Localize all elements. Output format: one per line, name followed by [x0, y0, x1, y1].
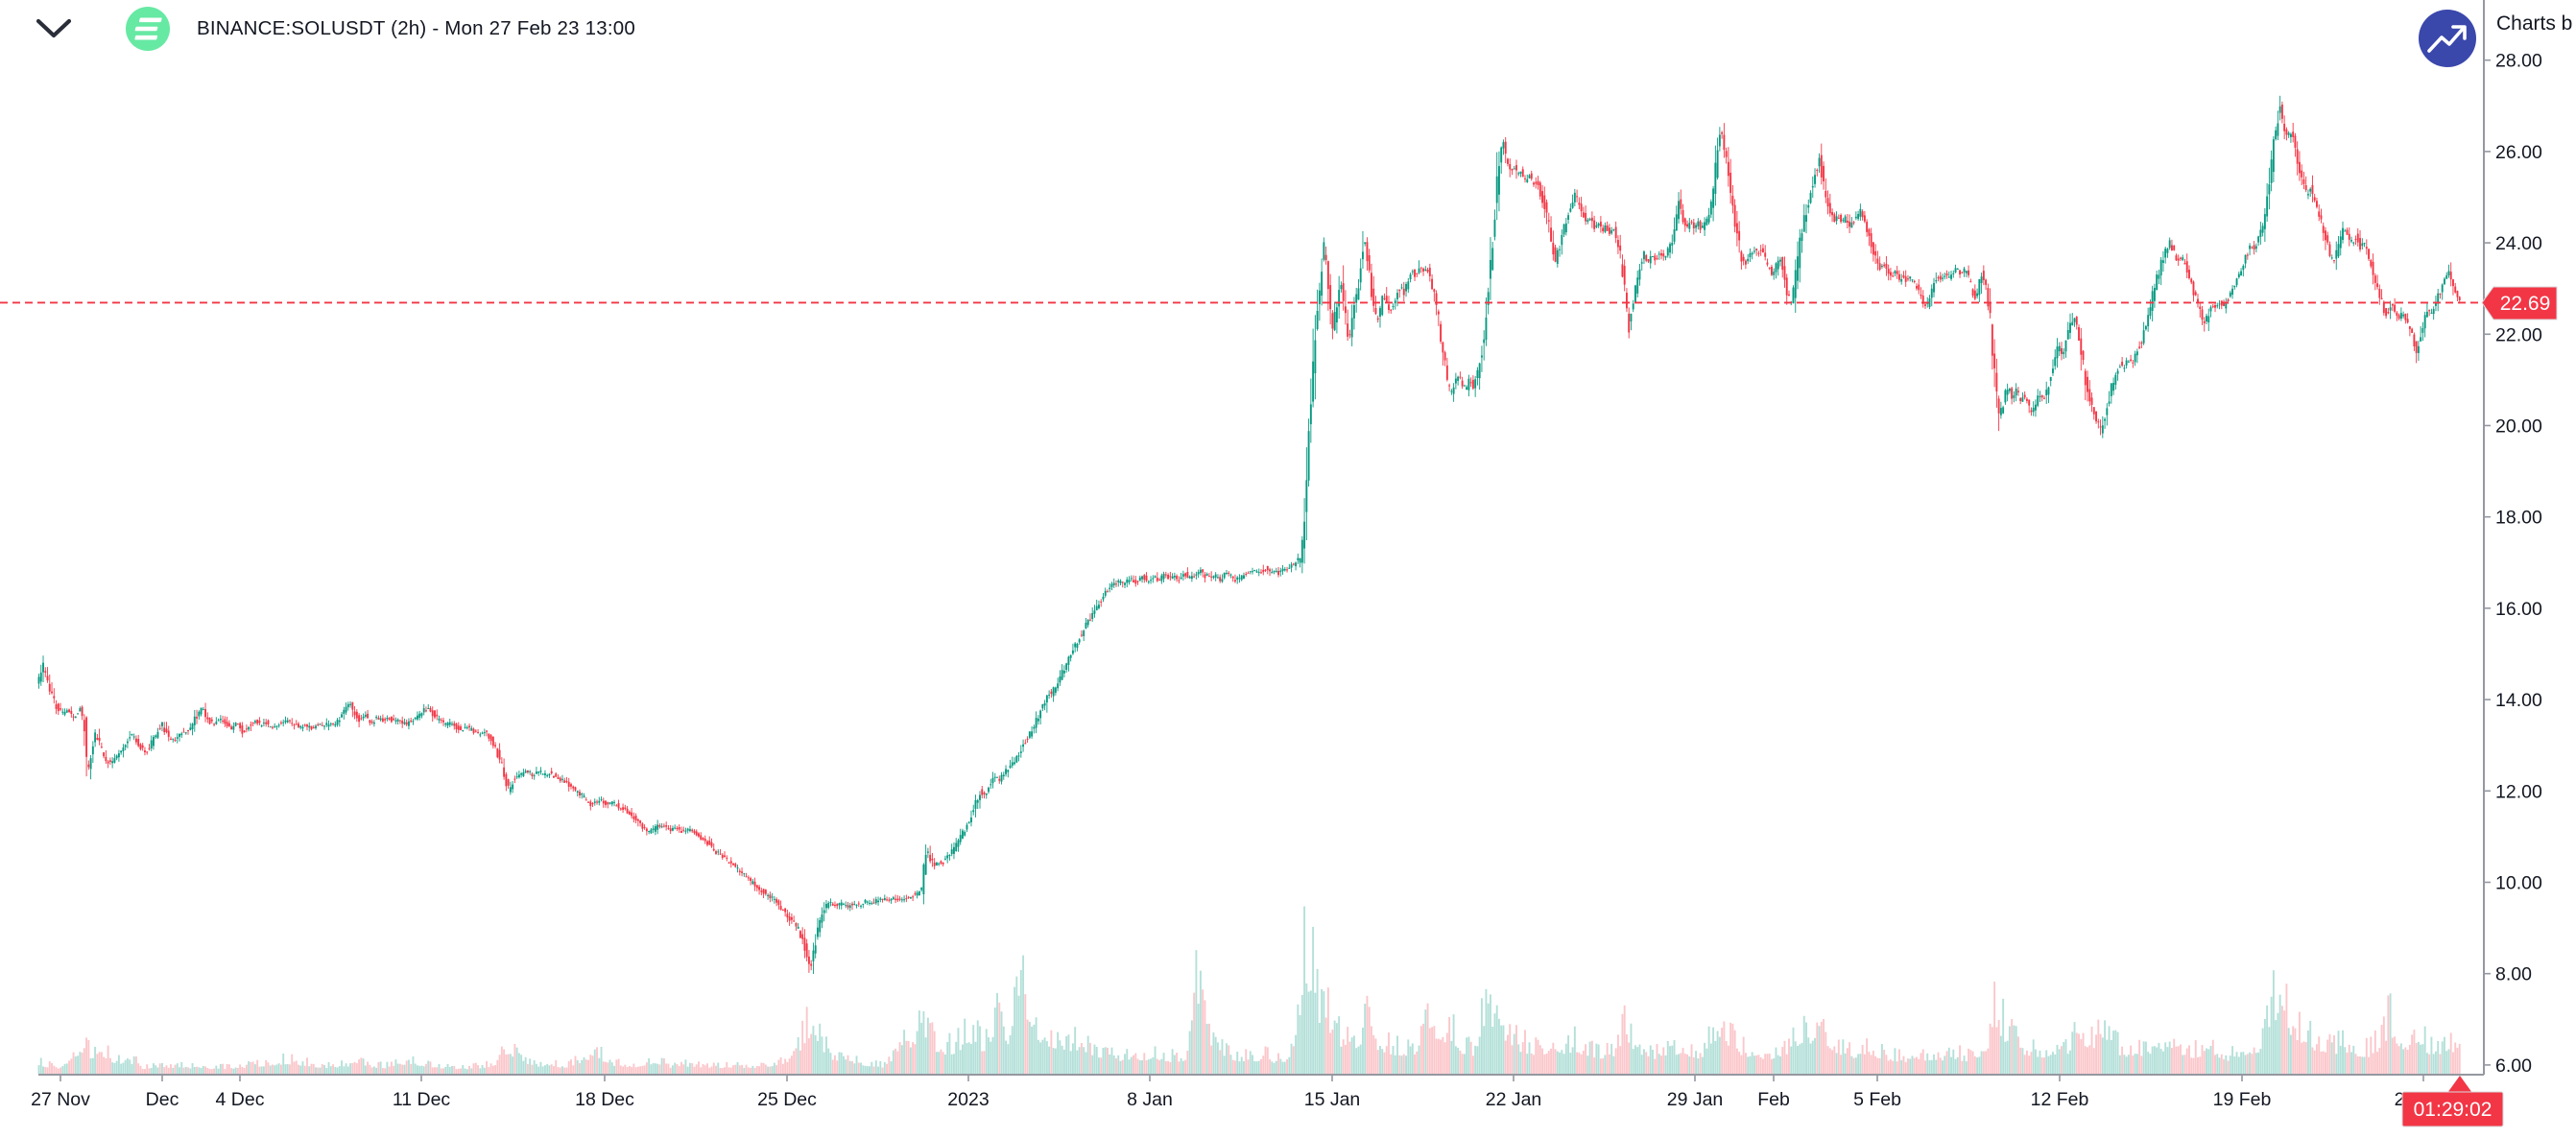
price-tick-label: 28.00	[2495, 51, 2542, 72]
time-tick-label: Feb	[1757, 1089, 1790, 1110]
price-tick-label: 26.00	[2495, 142, 2542, 163]
solana-icon	[126, 7, 170, 51]
last-price-line-group: 22.69	[0, 286, 2558, 320]
chart-header: BINANCE:SOLUSDT (2h) - Mon 27 Feb 23 13:…	[0, 0, 2576, 58]
time-tick-label: 25 Dec	[757, 1089, 817, 1110]
candles-layer	[37, 95, 2461, 974]
chevron-down-icon[interactable]	[36, 18, 72, 38]
time-tick-label: 2023	[947, 1089, 989, 1110]
price-tick-label: 14.00	[2495, 690, 2542, 711]
axes-layer: 28.00 26.00 24.00 22.00 20.00 18.00 16.00 14.00…	[31, 0, 2542, 1110]
price-tick-label: 18.00	[2495, 508, 2542, 529]
tradingview-logo[interactable]	[2419, 10, 2476, 67]
time-tick-label: Dec	[146, 1089, 179, 1110]
time-tick-label: 22 Jan	[1486, 1089, 1542, 1110]
last-price-label	[2481, 286, 2558, 320]
time-tick-label: 15 Jan	[1304, 1089, 1361, 1110]
price-tick-label: 8.00	[2495, 964, 2532, 985]
time-tick-label: 5 Feb	[1853, 1089, 1901, 1110]
header-icons	[36, 7, 2476, 67]
chart-title: BINANCE:SOLUSDT (2h) - Mon 27 Feb 23 13:…	[197, 17, 635, 39]
time-tick-label: 8 Jan	[1127, 1089, 1173, 1110]
charts-attribution-link[interactable]: Charts b	[2496, 12, 2573, 35]
price-tick-label: 6.00	[2495, 1055, 2532, 1077]
last-price-label-text: 22.69	[2500, 293, 2551, 315]
time-tick-label: 18 Dec	[575, 1089, 634, 1110]
time-tick-label: 19 Feb	[2213, 1089, 2272, 1110]
countdown-label: 01:29:02	[2401, 1076, 2504, 1127]
time-tick-label: 11 Dec	[393, 1089, 451, 1110]
price-tick-label: 16.00	[2495, 599, 2542, 620]
price-tick-label: 24.00	[2495, 233, 2542, 254]
price-tick-label: 10.00	[2495, 873, 2542, 894]
countdown-arrow-icon	[2447, 1076, 2472, 1093]
countdown-text: 01:29:02	[2414, 1099, 2493, 1121]
time-tick-label: 29 Jan	[1667, 1089, 1724, 1110]
price-tick-label: 22.00	[2495, 324, 2542, 345]
time-tick-label: 12 Feb	[2031, 1089, 2089, 1110]
volume-pane	[37, 906, 2461, 1074]
price-tick-label: 20.00	[2495, 416, 2542, 438]
time-tick-label: 4 Dec	[216, 1089, 265, 1110]
price-tick-label: 12.00	[2495, 781, 2542, 802]
time-tick-label: 27 Nov	[31, 1089, 90, 1110]
